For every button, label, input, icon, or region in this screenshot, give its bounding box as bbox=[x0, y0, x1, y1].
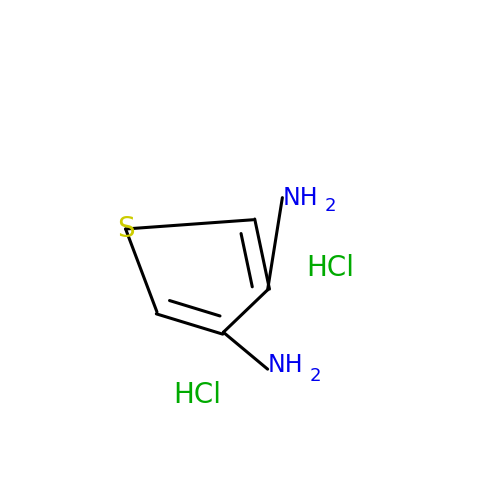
Text: 2: 2 bbox=[325, 197, 336, 215]
Text: S: S bbox=[117, 215, 135, 243]
Text: NH: NH bbox=[282, 186, 318, 210]
Text: 2: 2 bbox=[310, 367, 321, 385]
Text: NH: NH bbox=[268, 354, 303, 377]
Text: HCl: HCl bbox=[306, 254, 354, 282]
Text: HCl: HCl bbox=[173, 381, 222, 409]
